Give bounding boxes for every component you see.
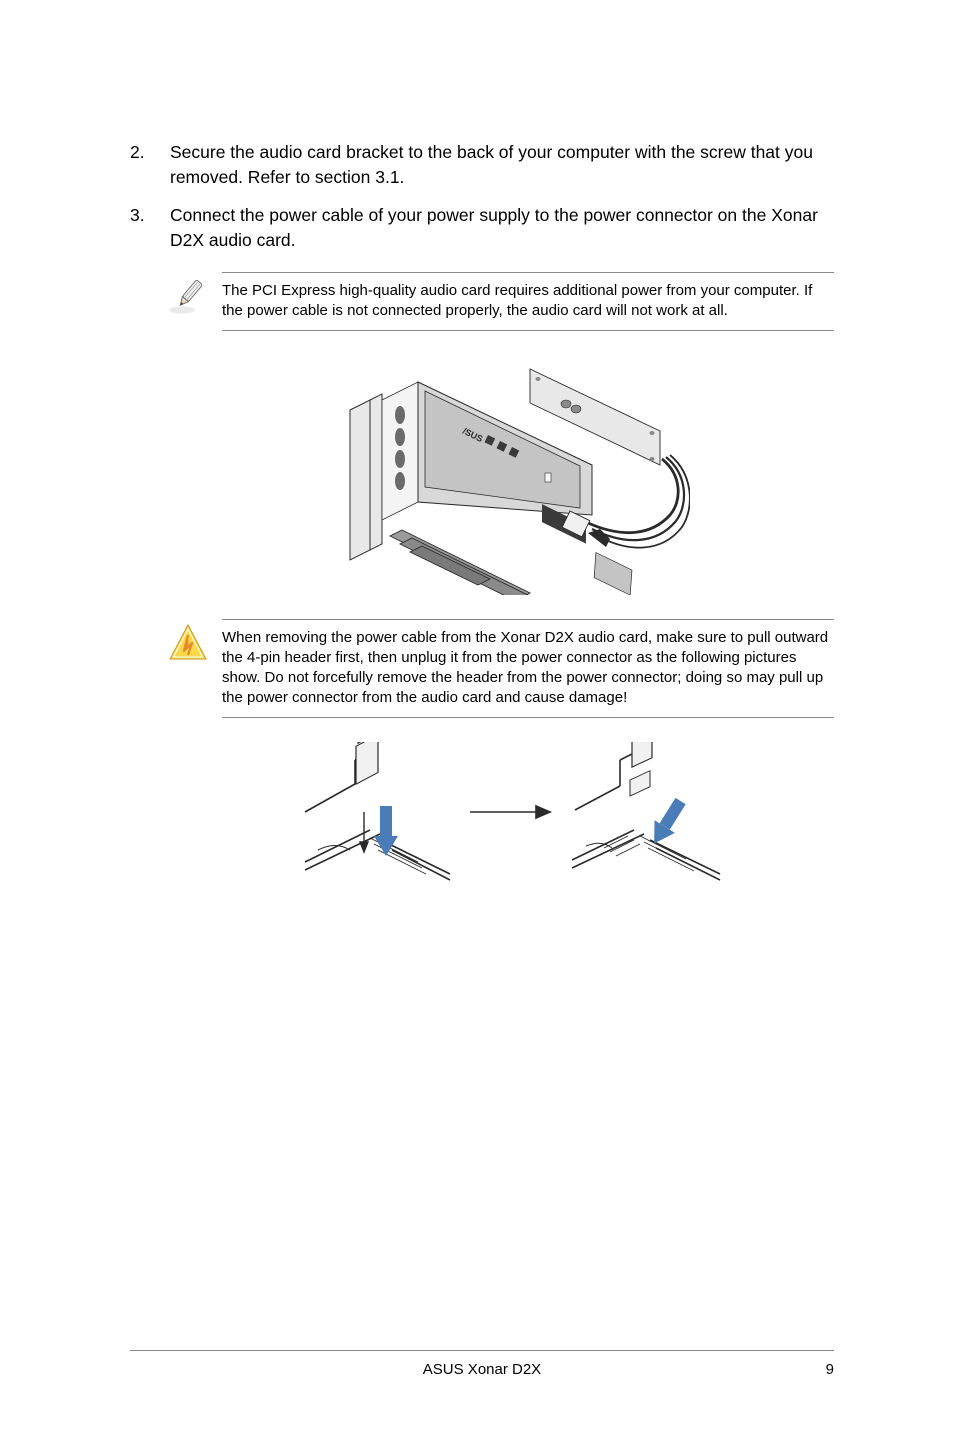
note-text: The PCI Express high-quality audio card … — [222, 281, 834, 322]
step-item: 2. Secure the audio card bracket to the … — [130, 140, 834, 189]
note-body: The PCI Express high-quality audio card … — [222, 272, 834, 331]
pencil-icon — [166, 272, 222, 331]
step-item: 3. Connect the power cable of your power… — [130, 203, 834, 252]
note-block: The PCI Express high-quality audio card … — [166, 272, 834, 331]
warning-text: When removing the power cable from the X… — [222, 628, 834, 709]
step-number: 2. — [130, 140, 170, 189]
warning-icon — [166, 619, 222, 718]
warning-block: When removing the power cable from the X… — [166, 619, 834, 718]
footer-product: ASUS Xonar D2X — [170, 1361, 794, 1378]
step-text: Connect the power cable of your power su… — [170, 203, 834, 252]
installation-diagram: /SUS — [166, 355, 834, 595]
footer-page-number: 9 — [794, 1361, 834, 1378]
page-footer: ASUS Xonar D2X 9 — [130, 1350, 834, 1378]
step-text: Secure the audio card bracket to the bac… — [170, 140, 834, 189]
step-number: 3. — [130, 203, 170, 252]
unplug-diagram — [166, 742, 834, 892]
warning-body: When removing the power cable from the X… — [222, 619, 834, 718]
